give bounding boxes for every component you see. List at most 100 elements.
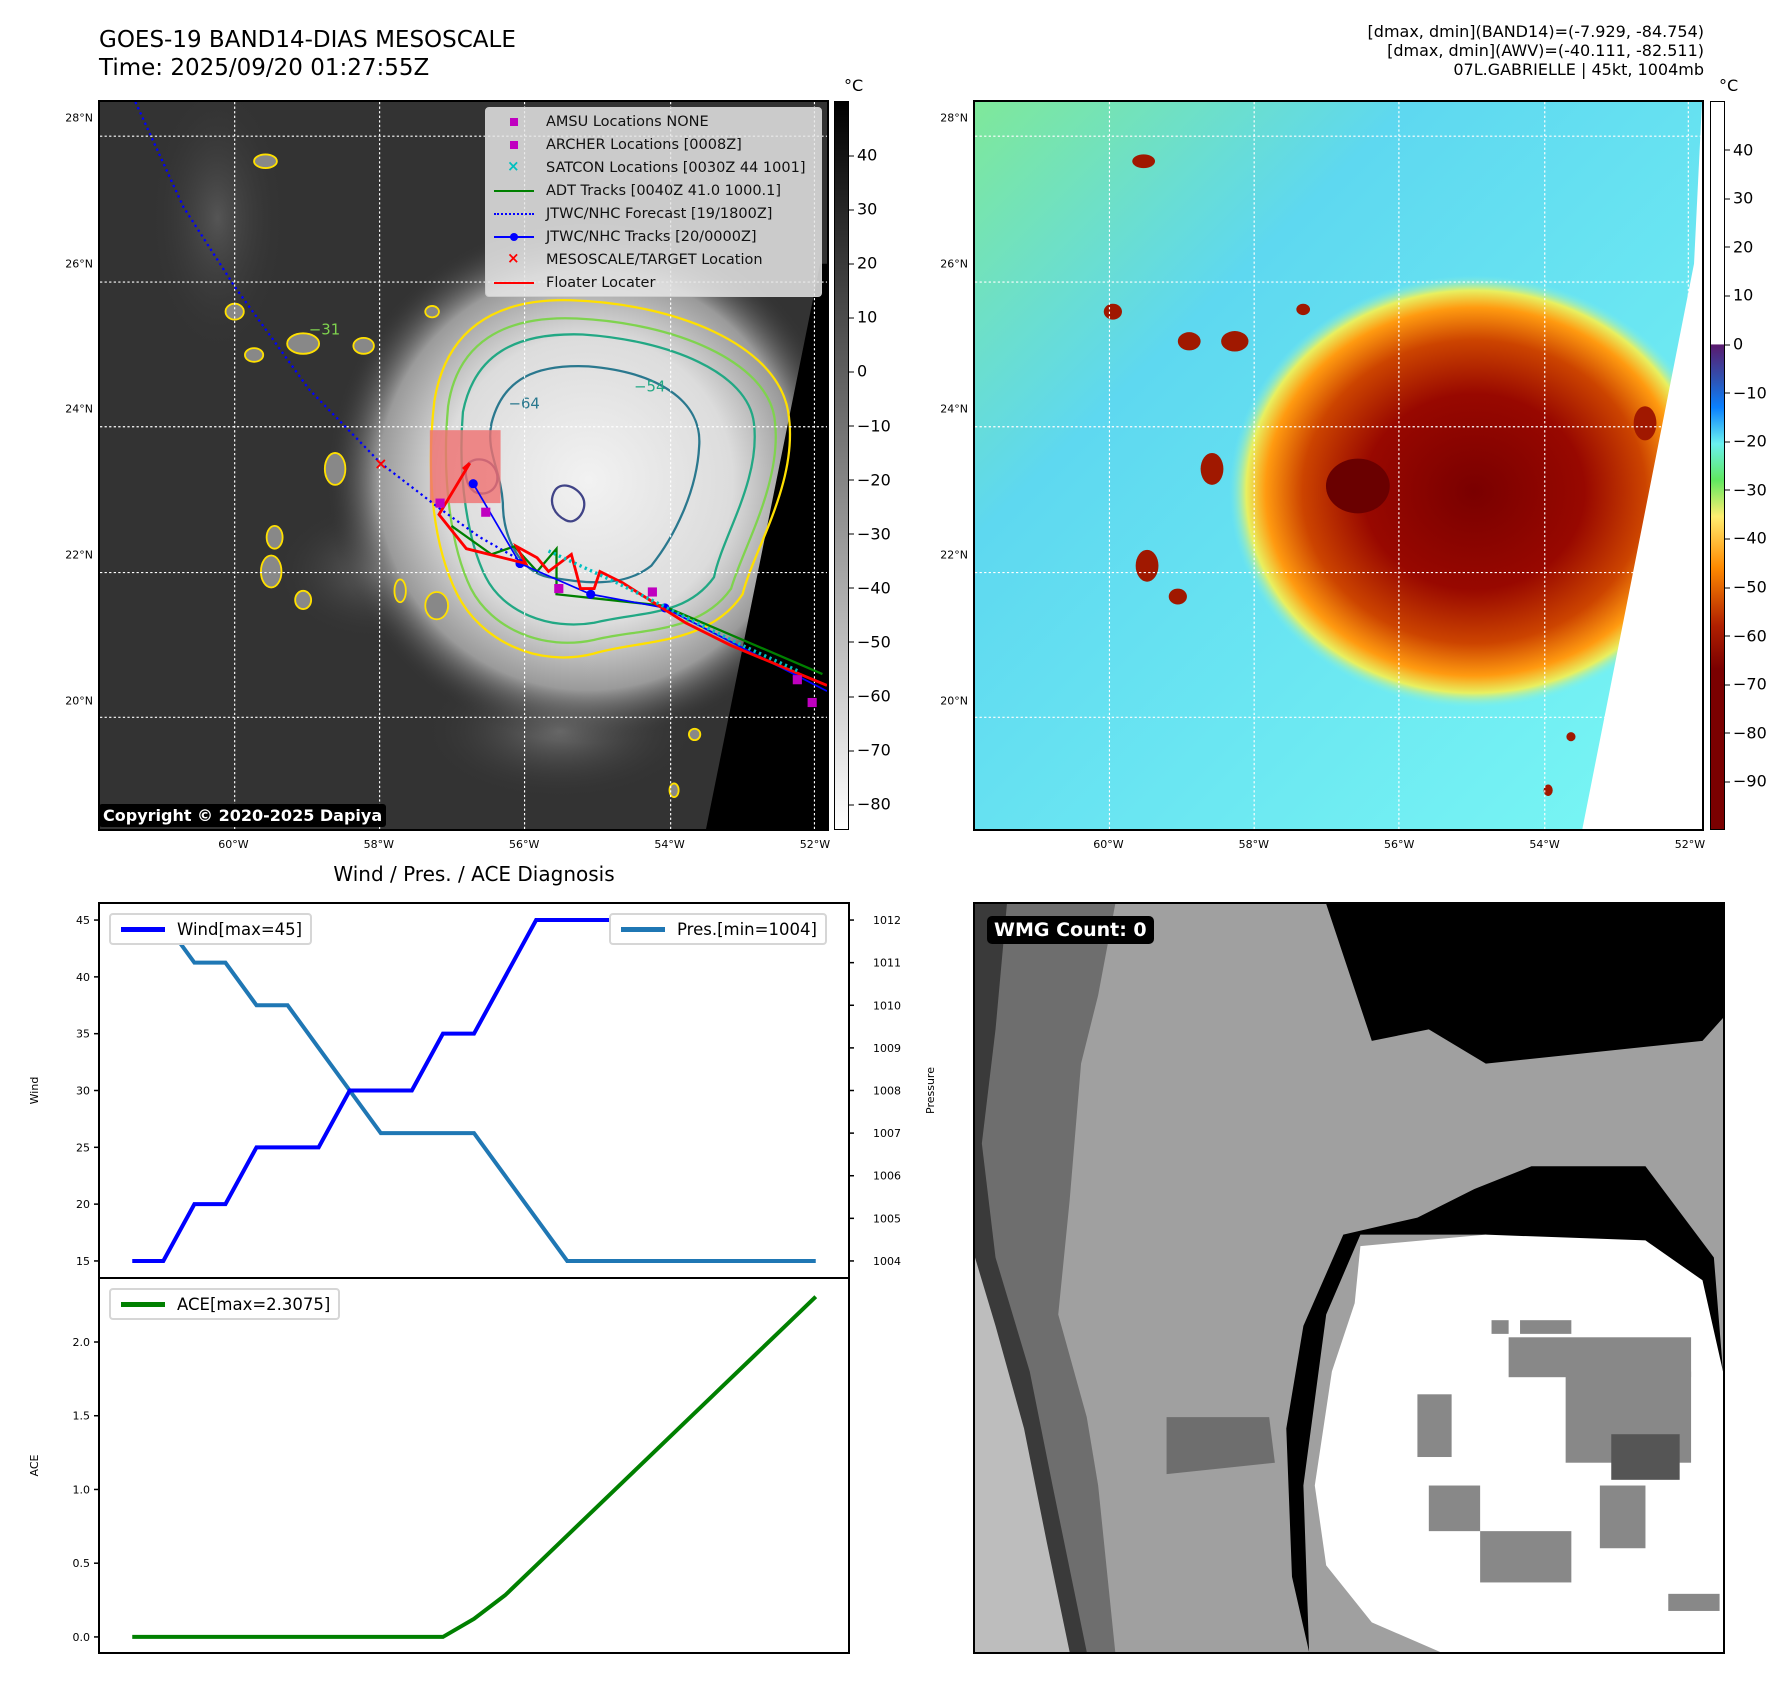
ir-lat-label: 26°N	[65, 257, 93, 271]
awv-lon-label: 54°W	[1529, 838, 1560, 851]
legend-item-jtwc-tracks: JTWC/NHC Tracks [20/0000Z]	[486, 226, 757, 248]
awv-lat-label: 28°N	[940, 111, 968, 125]
ace-ytick-label: 0.5	[73, 1557, 91, 1570]
ir-colorbar-tick-label: −20	[849, 470, 891, 490]
awv-colorbar-tick-label: 20	[1724, 237, 1754, 257]
legend-swatch-ace	[121, 1301, 165, 1307]
line-icon	[494, 190, 534, 192]
ir-map-legend: AMSU Locations NONE ARCHER Locations [00…	[485, 107, 822, 297]
wind-pressure-ytick-label: 35	[76, 1028, 90, 1041]
ir-colorbar-tick-label: −10	[849, 416, 891, 436]
awv-lat-label: 24°N	[940, 402, 968, 416]
wind-pressure-y2tick-label: 1004	[873, 1255, 901, 1268]
figure-info: [dmax, dmin](BAND14)=(-7.929, -84.754) […	[1368, 22, 1704, 79]
awv-lat-label: 22°N	[940, 548, 968, 562]
wind-pressure-ytick-label: 25	[76, 1141, 90, 1154]
ace-plot-frame	[98, 1277, 850, 1654]
figure-title: GOES-19 BAND14-DIAS MESOSCALE Time: 2025…	[99, 26, 516, 82]
awv-lon-label: 52°W	[1674, 838, 1706, 851]
floater-track	[437, 462, 827, 687]
contour-label-31: −31	[309, 321, 340, 338]
awv-lon-label: 58°W	[1238, 838, 1269, 851]
forecast-track	[134, 102, 521, 562]
ir-lon-label: 52°W	[799, 838, 831, 851]
legend-ace: ACE[max=2.3075]	[109, 1288, 341, 1320]
awv-colorbar-tick-label: −40	[1725, 528, 1767, 548]
ir-colorbar-tick-label: −30	[849, 524, 891, 544]
wmg-count-label: WMG Count: 0	[987, 916, 1154, 944]
awv-colorbar-tick-label: 0	[1724, 334, 1744, 354]
wind-pressure-y2tick-label: 1009	[873, 1042, 901, 1055]
contour-yellow	[429, 299, 792, 659]
ace-ytick-label: 1.5	[73, 1410, 91, 1423]
ir-colorbar-tick-label: −60	[849, 686, 891, 706]
awv-colorbar-tick-label: −20	[1725, 431, 1767, 451]
archer-points	[435, 498, 817, 708]
wind-pressure-y2tick-label: 1005	[873, 1212, 901, 1225]
wind-pressure-y2tick-label: 1008	[873, 1085, 901, 1098]
ir-lat-label: 20°N	[65, 694, 93, 708]
ir-colorbar-tick-label: −70	[849, 740, 891, 760]
ace-ylabel: ACE	[28, 1454, 41, 1476]
ir-colorbar-tick-label: 10	[848, 307, 878, 327]
ir-colorbar-tick-label: −40	[849, 578, 891, 598]
ir-lon-label: 54°W	[654, 838, 685, 851]
ir-lat-label: 24°N	[65, 402, 93, 416]
ir-colorbar-tick-label: −80	[849, 794, 891, 814]
awv-lon-label: 60°W	[1093, 838, 1124, 851]
wind-pressure-ylabel: Wind	[28, 1077, 41, 1105]
legend-item-floater: Floater Locater	[486, 272, 655, 294]
wind-pressure-ytick-label: 15	[76, 1255, 90, 1268]
awv-lon-label: 56°W	[1384, 838, 1415, 851]
wind-pressure-ytick-label: 20	[76, 1198, 90, 1211]
ir-lon-label: 56°W	[509, 838, 540, 851]
awv-map-panel	[973, 100, 1704, 831]
awv-colorbar-tick-label: −10	[1725, 383, 1767, 403]
info-awv-range: [dmax, dmin](AWV)=(-40.111, -82.511)	[1387, 41, 1704, 60]
legend-item-adt: ADT Tracks [0040Z 41.0 1000.1]	[486, 180, 781, 202]
legend-wind: Wind[max=45]	[109, 913, 313, 945]
awv-map-image	[975, 102, 1702, 829]
ir-colorbar-tick-label: −50	[849, 632, 891, 652]
x-marker-icon: ×	[507, 157, 520, 175]
ir-lon-label: 58°W	[363, 838, 394, 851]
wind-pressure-y2tick-label: 1012	[873, 914, 901, 927]
info-storm: 07L.GABRIELLE | 45kt, 1004mb	[1453, 60, 1704, 79]
wind-pressure-y2tick-label: 1006	[873, 1170, 901, 1183]
awv-colorbar-tick-label: −90	[1725, 771, 1767, 791]
wind-pressure-y2tick-label: 1007	[873, 1127, 901, 1140]
awv-colorbar	[1710, 101, 1725, 830]
ir-lat-label: 22°N	[65, 548, 93, 562]
wind-pressure-y2label: Pressure	[924, 1067, 937, 1114]
ir-colorbar-tick-label: 30	[848, 199, 878, 219]
ir-lon-label: 60°W	[218, 838, 249, 851]
wind-pressure-y2tick-label: 1011	[873, 957, 901, 970]
awv-lat-label: 20°N	[940, 694, 968, 708]
ir-colorbar-unit: °C	[844, 76, 864, 95]
ir-colorbar-tick-label: 40	[848, 145, 878, 165]
ace-ytick-label: 1.0	[73, 1483, 91, 1496]
square-marker-icon	[510, 118, 518, 126]
wmg-image	[975, 904, 1723, 1652]
title-product: GOES-19 BAND14-DIAS MESOSCALE	[99, 27, 516, 53]
legend-item-amsu: AMSU Locations NONE	[486, 111, 709, 133]
awv-colorbar-tick-label: −60	[1725, 626, 1767, 646]
info-band14-range: [dmax, dmin](BAND14)=(-7.929, -84.754)	[1367, 22, 1704, 41]
wmg-panel	[973, 902, 1725, 1654]
ir-map-image: −31 −54 −64 ×	[100, 102, 827, 829]
wmg-dark-cell	[1611, 1434, 1680, 1480]
awv-colorbar-tick-label: −50	[1725, 577, 1767, 597]
awv-colorbar-tick-label: −70	[1725, 674, 1767, 694]
line-icon	[494, 282, 534, 284]
awv-colorbar-tick-label: −80	[1725, 723, 1767, 743]
wind-pressure-y2tick-label: 1010	[873, 999, 901, 1012]
awv-colorbar-tick-label: −30	[1725, 480, 1767, 500]
ir-lat-label: 28°N	[65, 111, 93, 125]
legend-item-archer: ARCHER Locations [0008Z]	[486, 134, 742, 156]
legend-item-satcon: × SATCON Locations [0030Z 44 1001]	[507, 157, 806, 176]
series-line-pres	[132, 918, 816, 1263]
square-marker-icon	[510, 141, 518, 149]
ace-ytick-label: 0.0	[73, 1631, 91, 1644]
awv-colorbar-tick-label: 10	[1724, 285, 1754, 305]
legend-item-target: × MESOSCALE/TARGET Location	[507, 249, 763, 268]
